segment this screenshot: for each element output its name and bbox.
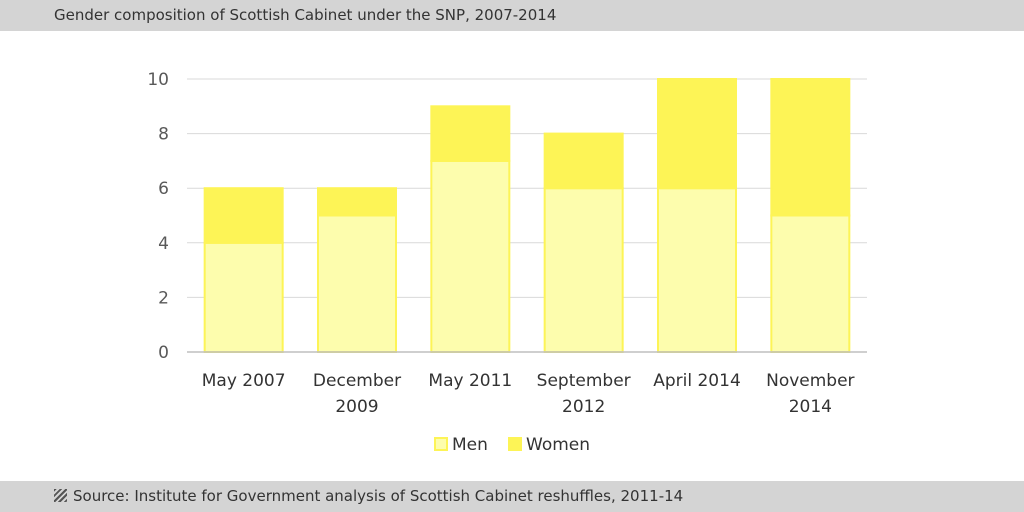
bar-men xyxy=(657,187,737,353)
y-tick-label: 10 xyxy=(147,70,169,90)
x-category-label: May 2007 xyxy=(202,371,286,391)
x-axis-labels: May 2007 December 2009 May 2011 September 201… xyxy=(202,371,855,417)
x-category-label: November xyxy=(766,371,854,391)
y-tick-label: 4 xyxy=(158,234,169,254)
source-footer: Source: Institute for Government analysi… xyxy=(0,481,1024,512)
x-category-label: 2012 xyxy=(562,397,605,417)
bar-men xyxy=(770,214,851,353)
x-category-label: April 2014 xyxy=(653,371,741,391)
legend-swatch-men xyxy=(434,437,448,451)
bar-women xyxy=(543,132,624,190)
bar-men xyxy=(317,214,397,353)
bar-men xyxy=(203,241,284,353)
y-tick-label: 6 xyxy=(158,179,169,199)
bar-men xyxy=(543,187,624,353)
x-category-label: May 2011 xyxy=(428,371,512,391)
x-category-label: 2014 xyxy=(789,397,832,417)
x-category-label: September xyxy=(537,371,631,391)
striped-square-icon xyxy=(54,489,67,502)
y-axis-ticks: 0 2 4 6 8 10 xyxy=(147,70,169,363)
bar-women xyxy=(657,78,737,190)
legend-label-women: Women xyxy=(526,435,590,455)
gridlines xyxy=(187,78,867,298)
bar-men xyxy=(430,159,511,353)
bars xyxy=(203,78,851,353)
y-tick-label: 0 xyxy=(158,343,169,363)
chart-title-text: Gender composition of Scottish Cabinet u… xyxy=(54,6,557,24)
y-tick-label: 8 xyxy=(158,125,169,145)
bar-women xyxy=(317,187,397,217)
source-text: Source: Institute for Government analysi… xyxy=(73,487,684,505)
bar-women xyxy=(430,105,511,162)
bar-women xyxy=(203,187,284,244)
legend-label-men: Men xyxy=(452,435,488,455)
chart-title: Gender composition of Scottish Cabinet u… xyxy=(0,0,1024,31)
x-category-label: 2009 xyxy=(335,397,378,417)
y-tick-label: 2 xyxy=(158,288,169,308)
legend: Men Women xyxy=(434,435,590,455)
bar-women xyxy=(770,78,851,217)
x-category-label: December xyxy=(313,371,401,391)
legend-swatch-women xyxy=(508,437,522,451)
stacked-bar-chart: 0 2 4 6 8 10 May 2007 December 2009 May 2011 Sept… xyxy=(147,70,867,455)
